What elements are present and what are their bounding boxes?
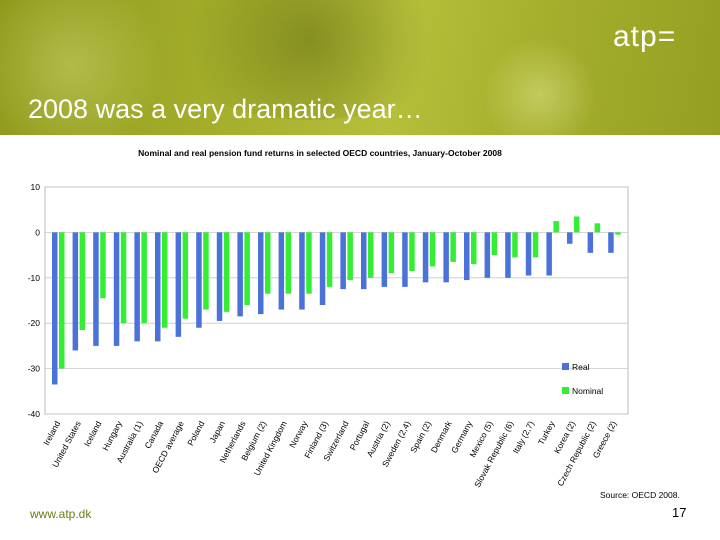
bar-real xyxy=(505,232,511,278)
bar-nominal xyxy=(326,232,333,287)
bars xyxy=(52,216,621,385)
footer-url[interactable]: www.atp.dk xyxy=(30,507,92,521)
legend-label-real: Real xyxy=(572,362,590,372)
legend-label-nominal: Nominal xyxy=(572,386,603,396)
bar-real xyxy=(93,232,99,346)
bar-real xyxy=(319,232,326,306)
gridlines xyxy=(45,186,628,415)
bar-real xyxy=(113,232,120,346)
bar-nominal xyxy=(532,232,539,258)
y-tick-label: -10 xyxy=(28,273,41,283)
y-tick-label: -20 xyxy=(28,318,41,328)
bar-real xyxy=(278,232,285,310)
bar-nominal xyxy=(553,221,559,233)
bar-real xyxy=(464,232,470,281)
bar-real xyxy=(299,232,305,310)
bar-nominal xyxy=(162,232,168,328)
y-axis-labels: 10 0 -10 -20 -30 -40 xyxy=(28,182,41,419)
bar-nominal xyxy=(512,232,518,258)
bar-real xyxy=(402,232,408,287)
header-banner: atp= 2008 was a very dramatic year… xyxy=(0,0,720,135)
y-tick-label: 0 xyxy=(35,227,40,237)
legend-swatch-real xyxy=(562,363,569,370)
bar-nominal xyxy=(285,232,292,294)
chart-title: Nominal and real pension fund returns in… xyxy=(138,148,502,158)
bar-real xyxy=(525,232,532,276)
bar-nominal xyxy=(244,232,250,306)
bar-real xyxy=(196,232,202,328)
bar-nominal xyxy=(491,232,498,256)
plot-area xyxy=(44,186,629,415)
bar-nominal xyxy=(429,232,436,267)
bar-real xyxy=(258,232,264,315)
bar-nominal xyxy=(409,232,415,271)
background-photo-shape xyxy=(0,0,170,135)
bar-real xyxy=(216,232,223,321)
page-number: 17 xyxy=(672,505,687,520)
bar-nominal xyxy=(203,232,209,310)
bar-nominal xyxy=(120,232,127,324)
bar-nominal xyxy=(594,223,601,233)
bar-nominal xyxy=(368,232,374,278)
bar-nominal xyxy=(306,232,312,294)
bar-nominal xyxy=(223,232,230,312)
x-tick-label: Turkey xyxy=(536,419,557,447)
bar-nominal xyxy=(141,232,147,324)
x-tick-label: Ireland xyxy=(41,419,62,447)
bar-nominal xyxy=(574,216,580,233)
bar-nominal xyxy=(615,232,621,235)
bar-nominal xyxy=(182,232,189,319)
bar-nominal xyxy=(79,232,86,331)
bar-nominal xyxy=(388,232,395,274)
pension-returns-chart: Nominal and real pension fund returns in… xyxy=(28,148,629,489)
bar-real xyxy=(381,232,388,287)
atp-logo: atp= xyxy=(613,20,677,53)
bar-real xyxy=(484,232,491,278)
bar-real xyxy=(422,232,429,283)
bar-nominal xyxy=(100,232,106,299)
legend-swatch-nominal xyxy=(562,387,569,394)
x-tick-label: Norway xyxy=(287,419,310,450)
bar-real xyxy=(52,232,58,385)
x-tick-label: Iceland xyxy=(82,419,104,448)
bar-real xyxy=(72,232,79,351)
bar-real xyxy=(587,232,594,253)
x-tick-label: Japan xyxy=(207,419,227,444)
bar-real xyxy=(237,232,243,317)
y-tick-label: -30 xyxy=(28,364,41,374)
bar-nominal xyxy=(450,232,456,262)
bar-real xyxy=(340,232,346,290)
legend: Real Nominal xyxy=(562,362,603,396)
bar-real xyxy=(567,232,573,244)
y-tick-label: 10 xyxy=(31,182,41,192)
x-tick-label: Poland xyxy=(185,419,206,447)
bar-real xyxy=(175,232,182,337)
bar-nominal xyxy=(347,232,353,281)
bar-real xyxy=(134,232,140,342)
bar-nominal xyxy=(265,232,271,294)
source-note: Source: OECD 2008. xyxy=(600,490,680,500)
bar-real xyxy=(155,232,161,342)
bar-nominal xyxy=(59,232,65,369)
y-tick-label: -40 xyxy=(28,409,41,419)
bar-nominal xyxy=(471,232,477,265)
bar-real xyxy=(443,232,449,283)
bar-real xyxy=(608,232,614,253)
slide-title: 2008 was a very dramatic year… xyxy=(28,94,423,124)
bar-real xyxy=(546,232,552,276)
bar-real xyxy=(361,232,367,290)
background-photo-shape xyxy=(480,40,600,135)
